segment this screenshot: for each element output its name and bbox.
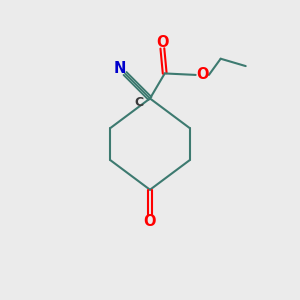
Text: O: O: [156, 35, 169, 50]
Text: O: O: [144, 214, 156, 229]
Text: C: C: [134, 95, 143, 109]
Text: O: O: [196, 68, 209, 82]
Text: N: N: [114, 61, 126, 76]
